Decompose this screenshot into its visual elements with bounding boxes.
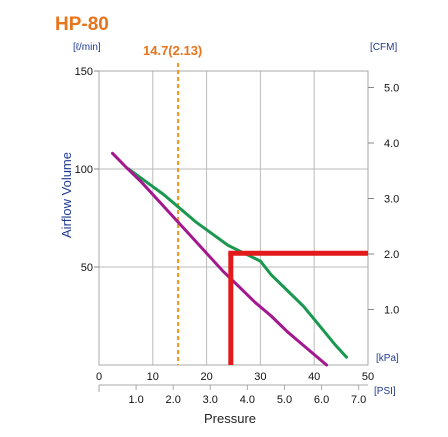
plot-frame — [98, 70, 369, 366]
psi-tick-label-0: 1.0 — [128, 394, 143, 406]
left-unit-label: [ℓ/min] — [73, 42, 101, 53]
right-unit-label: [CFM] — [370, 42, 397, 53]
x-tick-label-0: 10 — [147, 371, 159, 383]
y-tick-label-2: 150 — [75, 66, 93, 78]
cfm-tick-label-4: 5.0 — [384, 82, 399, 94]
psi-tick-label-4: 5.0 — [277, 394, 292, 406]
cfm-tick-label-2: 3.0 — [384, 193, 399, 205]
cfm-tick-label-0: 1.0 — [384, 304, 399, 316]
y-tick-label-0: 50 — [81, 262, 93, 274]
x-zero-label: 0 — [96, 371, 102, 383]
series-line-1 — [111, 151, 329, 367]
y-tick-label-1: 100 — [75, 164, 93, 176]
bottom-unit-label: [kPa] — [376, 353, 399, 364]
cfm-tick-label-3: 4.0 — [384, 138, 399, 150]
grid — [99, 71, 368, 365]
annotation-label: 14.7(2.13) — [143, 43, 202, 58]
chart-title: HP-80 — [55, 14, 109, 35]
x-tick-label-1: 20 — [200, 371, 212, 383]
y-axis-label: Airflow Volume — [59, 152, 74, 238]
psi-tick-label-3: 4.0 — [240, 394, 255, 406]
psi-tick-label-5: 6.0 — [314, 394, 329, 406]
tick-labels: 50 100 150 1.0 2.0 3.0 4.0 5.0 0 10 20 30 40 50 1.0 2.0… — [75, 66, 400, 406]
psi-tick-label-1: 2.0 — [166, 394, 181, 406]
x-tick-label-2: 30 — [254, 371, 266, 383]
x-tick-label-4: 50 — [362, 371, 374, 383]
chart-marks — [111, 63, 368, 367]
psi-tick-label-6: 7.0 — [351, 394, 366, 406]
x-tick-label-3: 40 — [308, 371, 320, 383]
psi-unit-label: [PSI] — [374, 386, 396, 397]
cfm-tick-label-1: 2.0 — [384, 249, 399, 261]
psi-tick-label-2: 3.0 — [203, 394, 218, 406]
x-axis-label: Pressure — [204, 411, 256, 426]
